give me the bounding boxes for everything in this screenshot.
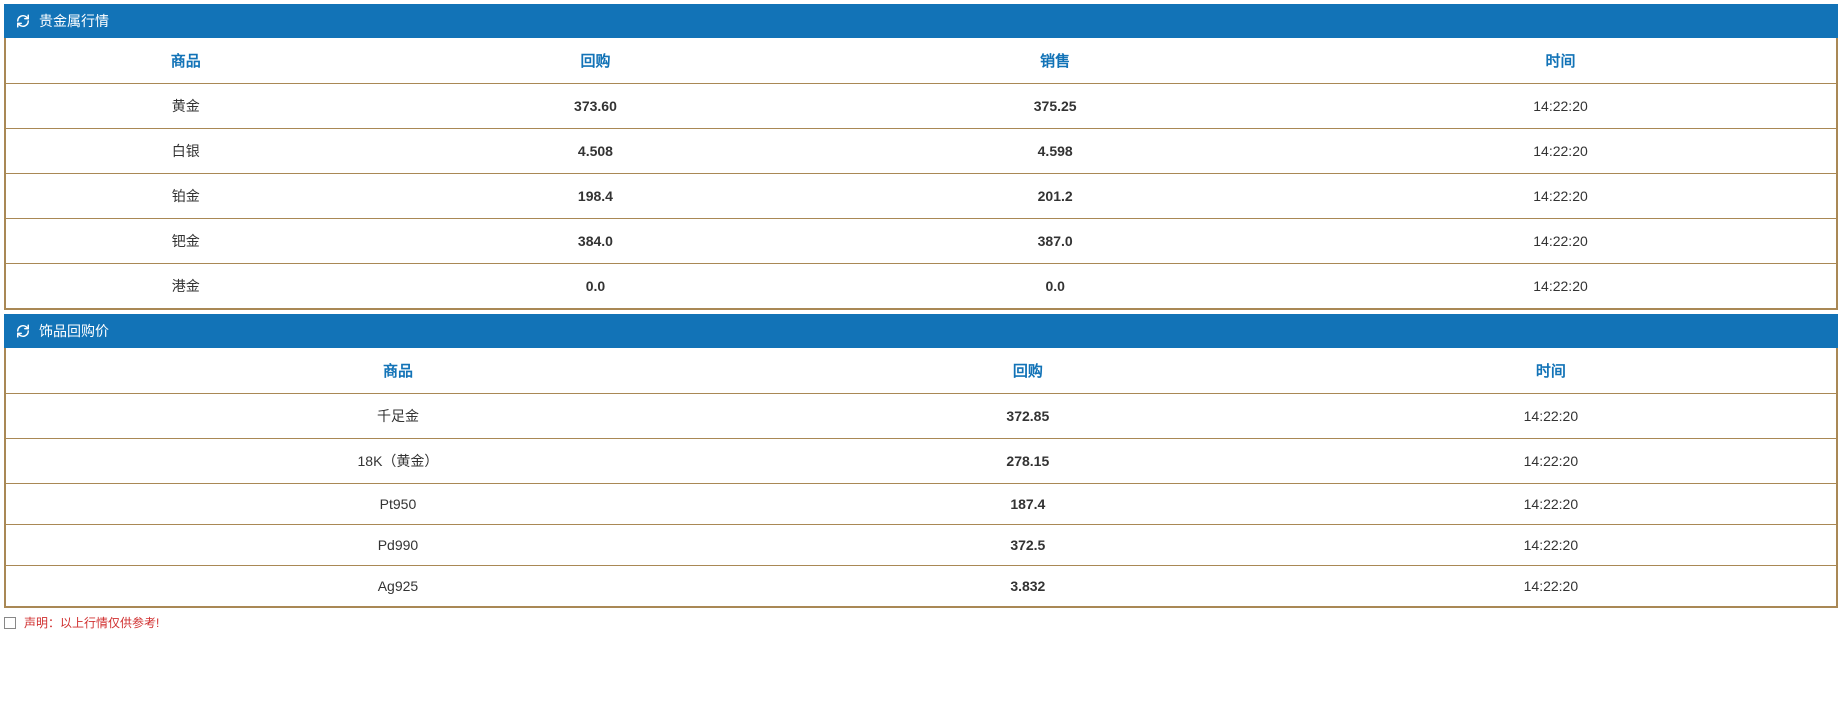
panel-metals-body: 商品 回购 销售 时间 黄金 373.60 375.25 14:22:20 白银… <box>4 38 1838 310</box>
checkbox-icon <box>4 617 16 629</box>
cell-time: 14:22:20 <box>1285 264 1836 309</box>
cell-sell: 201.2 <box>825 174 1285 219</box>
cell-time: 14:22:20 <box>1266 394 1836 439</box>
cell-buyback: 384.0 <box>366 219 826 264</box>
refresh-icon <box>15 13 31 29</box>
col-sell: 销售 <box>825 38 1285 84</box>
metals-table: 商品 回购 销售 时间 黄金 373.60 375.25 14:22:20 白银… <box>6 38 1836 308</box>
refresh-icon <box>15 323 31 339</box>
jewelry-table: 商品 回购 时间 千足金 372.85 14:22:20 18K（黄金） 278… <box>6 348 1836 606</box>
cell-time: 14:22:20 <box>1285 174 1836 219</box>
cell-sell: 4.598 <box>825 129 1285 174</box>
table-row: 铂金 198.4 201.2 14:22:20 <box>6 174 1836 219</box>
col-buyback: 回购 <box>790 348 1266 394</box>
cell-buyback: 3.832 <box>790 566 1266 607</box>
cell-time: 14:22:20 <box>1285 84 1836 129</box>
table-row: Pt950 187.4 14:22:20 <box>6 484 1836 525</box>
cell-buyback: 4.508 <box>366 129 826 174</box>
panel-jewelry: 饰品回购价 商品 回购 时间 千足金 372.85 14:22:20 18K（黄… <box>4 314 1838 608</box>
cell-product: 黄金 <box>6 84 366 129</box>
disclaimer-text: 声明：以上行情仅供参考! <box>24 614 159 631</box>
cell-buyback: 187.4 <box>790 484 1266 525</box>
table-header-row: 商品 回购 时间 <box>6 348 1836 394</box>
col-time: 时间 <box>1285 38 1836 84</box>
cell-buyback: 373.60 <box>366 84 826 129</box>
cell-time: 14:22:20 <box>1285 219 1836 264</box>
disclaimer-row: 声明：以上行情仅供参考! <box>4 614 1838 631</box>
table-header-row: 商品 回购 销售 时间 <box>6 38 1836 84</box>
cell-sell: 387.0 <box>825 219 1285 264</box>
cell-product: 港金 <box>6 264 366 309</box>
cell-sell: 0.0 <box>825 264 1285 309</box>
col-time: 时间 <box>1266 348 1836 394</box>
cell-product: 18K（黄金） <box>6 439 790 484</box>
cell-product: 铂金 <box>6 174 366 219</box>
table-row: 白银 4.508 4.598 14:22:20 <box>6 129 1836 174</box>
cell-time: 14:22:20 <box>1266 525 1836 566</box>
cell-buyback: 372.5 <box>790 525 1266 566</box>
cell-product: 钯金 <box>6 219 366 264</box>
table-row: 钯金 384.0 387.0 14:22:20 <box>6 219 1836 264</box>
col-buyback: 回购 <box>366 38 826 84</box>
cell-time: 14:22:20 <box>1266 439 1836 484</box>
cell-buyback: 0.0 <box>366 264 826 309</box>
cell-product: 千足金 <box>6 394 790 439</box>
table-row: 千足金 372.85 14:22:20 <box>6 394 1836 439</box>
panel-jewelry-title: 饰品回购价 <box>39 321 109 341</box>
table-row: 18K（黄金） 278.15 14:22:20 <box>6 439 1836 484</box>
cell-sell: 375.25 <box>825 84 1285 129</box>
cell-product: Ag925 <box>6 566 790 607</box>
panel-jewelry-header: 饰品回购价 <box>4 314 1838 348</box>
cell-product: Pd990 <box>6 525 790 566</box>
table-row: 黄金 373.60 375.25 14:22:20 <box>6 84 1836 129</box>
cell-time: 14:22:20 <box>1266 484 1836 525</box>
panel-metals-header: 贵金属行情 <box>4 4 1838 38</box>
cell-buyback: 278.15 <box>790 439 1266 484</box>
cell-time: 14:22:20 <box>1266 566 1836 607</box>
table-row: 港金 0.0 0.0 14:22:20 <box>6 264 1836 309</box>
cell-buyback: 372.85 <box>790 394 1266 439</box>
cell-time: 14:22:20 <box>1285 129 1836 174</box>
table-row: Pd990 372.5 14:22:20 <box>6 525 1836 566</box>
panel-metals-title: 贵金属行情 <box>39 11 109 31</box>
col-product: 商品 <box>6 38 366 84</box>
panel-metals: 贵金属行情 商品 回购 销售 时间 黄金 373.60 375.25 14:22… <box>4 4 1838 310</box>
table-row: Ag925 3.832 14:22:20 <box>6 566 1836 607</box>
cell-product: Pt950 <box>6 484 790 525</box>
panel-jewelry-body: 商品 回购 时间 千足金 372.85 14:22:20 18K（黄金） 278… <box>4 348 1838 608</box>
cell-buyback: 198.4 <box>366 174 826 219</box>
col-product: 商品 <box>6 348 790 394</box>
cell-product: 白银 <box>6 129 366 174</box>
